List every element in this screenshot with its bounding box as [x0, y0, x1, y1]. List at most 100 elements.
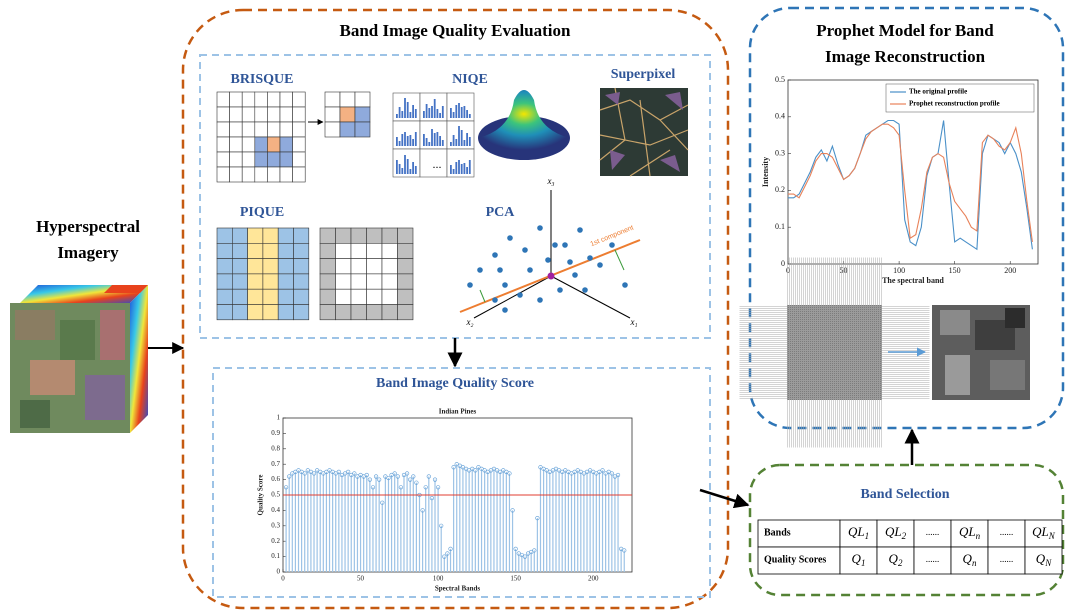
grid-cell — [351, 289, 367, 304]
grid-cell — [382, 259, 398, 274]
hist-bar — [407, 102, 409, 118]
hist-bar — [469, 160, 471, 174]
x-tick-label: 100 — [893, 266, 905, 275]
grid-cell — [340, 107, 355, 122]
grid-cell — [351, 228, 367, 243]
hist-bar — [450, 165, 452, 174]
grid-cell — [217, 122, 230, 137]
grid-cell — [355, 92, 370, 107]
cell-base: QL — [848, 524, 865, 539]
y-tick-label: 0.6 — [271, 475, 280, 483]
method-label: PIQUE — [240, 205, 284, 220]
grid-cell — [293, 152, 306, 167]
superpixel-image — [600, 88, 688, 176]
method-label: NIQE — [452, 72, 488, 87]
hist-bar — [423, 134, 425, 146]
point — [562, 242, 568, 248]
grid-cell — [232, 259, 247, 274]
grid-cell — [280, 137, 293, 152]
grid-cell — [230, 122, 243, 137]
grid-cell — [320, 305, 336, 320]
method-label: Superpixel — [611, 67, 676, 82]
x-tick-label: 200 — [588, 575, 599, 583]
y-tick-label: 0.8 — [271, 444, 280, 452]
grid-cell — [280, 107, 293, 122]
grid-cell — [255, 122, 268, 137]
grid-cell — [340, 122, 355, 137]
point — [492, 297, 498, 303]
grid-cell — [217, 305, 232, 320]
grid-cell — [340, 92, 355, 107]
grid-cell — [294, 305, 309, 320]
cell-base: QL — [885, 524, 902, 539]
hist-bar — [455, 105, 457, 118]
point — [537, 297, 543, 303]
grid-cell — [294, 259, 309, 274]
score-title: Band Image Quality Score — [376, 376, 534, 391]
point — [567, 259, 573, 265]
brisque-grid — [217, 92, 370, 182]
grid-cell — [351, 259, 367, 274]
grid-cell — [293, 167, 306, 182]
hist-bar — [458, 160, 460, 174]
y-tick-label: 0.7 — [271, 460, 280, 468]
grid-cell — [255, 137, 268, 152]
score-chart: 05010015020000.10.20.30.40.50.60.70.80.9… — [257, 408, 632, 593]
hist-bar — [399, 141, 401, 146]
point — [502, 307, 508, 313]
prophet-title: Prophet Model for Band — [816, 21, 994, 40]
hist-bar — [415, 132, 417, 146]
grid-cell — [382, 305, 398, 320]
grid-cell — [248, 305, 263, 320]
cell-sub: 2 — [902, 531, 907, 541]
hist-bar — [464, 140, 466, 146]
grid-cell — [336, 228, 352, 243]
x-axis-label: The spectral band — [882, 276, 944, 285]
grid-cell — [382, 289, 398, 304]
cell-text: ...... — [926, 527, 940, 537]
hist-bar — [407, 136, 409, 146]
grid-cell — [217, 137, 230, 152]
grid-cell — [398, 289, 414, 304]
grid-cell — [217, 243, 232, 258]
y-tick-label: 0.9 — [271, 429, 280, 437]
grid-cell — [278, 289, 293, 304]
grid-cell — [280, 167, 293, 182]
noisy-band-image — [787, 305, 882, 400]
grid-cell — [367, 274, 383, 289]
cell-sub: N — [1044, 558, 1052, 568]
hist-bar — [431, 106, 433, 118]
grid-cell — [367, 305, 383, 320]
point — [517, 292, 523, 298]
grid-cell — [294, 243, 309, 258]
cell-text: ...... — [1000, 527, 1014, 537]
point — [552, 242, 558, 248]
hist-bar — [396, 160, 398, 174]
grid-cell — [325, 122, 340, 137]
grid-cell — [398, 228, 414, 243]
grid-cell — [232, 243, 247, 258]
hist-bar — [415, 109, 417, 118]
grid-cell — [351, 274, 367, 289]
point — [522, 247, 528, 253]
hist-bar — [466, 110, 468, 118]
point — [527, 267, 533, 273]
cell-sub: N — [1048, 531, 1056, 541]
method-label: PCA — [486, 205, 516, 220]
point — [545, 257, 551, 263]
grid-cell — [267, 107, 280, 122]
hist-bar — [442, 140, 444, 146]
grid-cell — [263, 259, 278, 274]
hist-bar — [458, 103, 460, 118]
legend-label: Prophet reconstruction profile — [909, 100, 1000, 108]
hist-bar — [464, 163, 466, 174]
hist-bar — [461, 164, 463, 174]
grid-cell — [293, 122, 306, 137]
gaussian-surface — [478, 90, 570, 160]
grid-cell — [294, 274, 309, 289]
grid-cell — [230, 137, 243, 152]
grid-cell — [263, 274, 278, 289]
grid-cell — [294, 289, 309, 304]
axis-label: x₂ — [465, 317, 473, 327]
evaluation-title: Band Image Quality Evaluation — [340, 21, 572, 40]
